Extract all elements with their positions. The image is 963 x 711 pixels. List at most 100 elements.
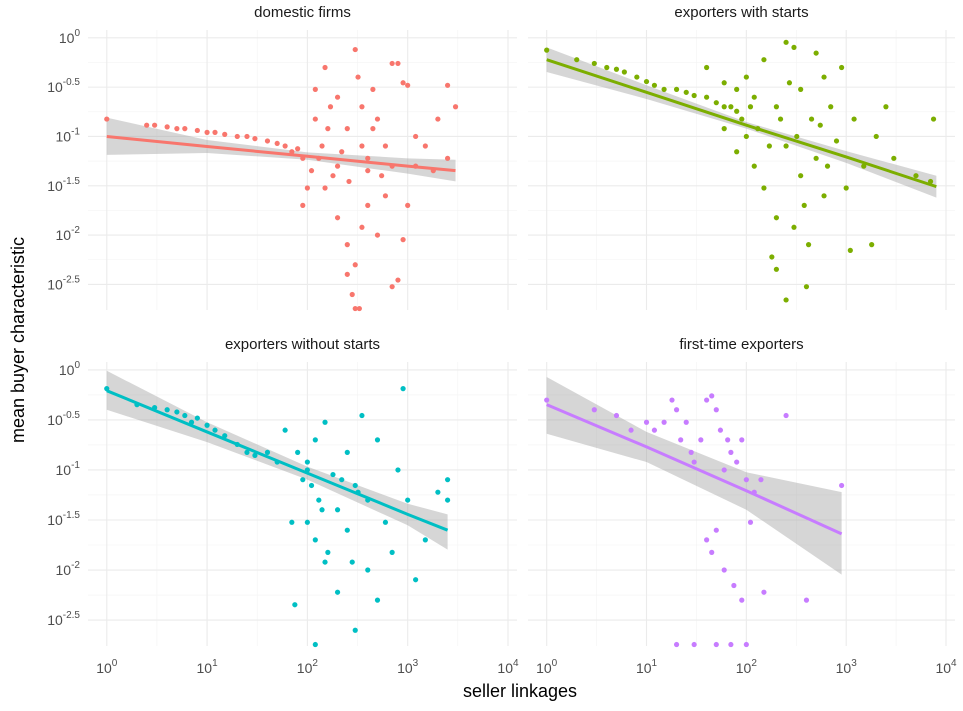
point <box>395 60 401 67</box>
x-tick-label-exponent: 0 <box>112 658 118 669</box>
point <box>743 641 749 648</box>
point <box>382 143 389 149</box>
point <box>769 254 775 260</box>
x-tick-label-base: 10 <box>196 660 212 676</box>
point <box>673 86 680 92</box>
point <box>734 459 740 465</box>
point <box>725 437 731 443</box>
x-tick-label: 101 <box>196 658 218 676</box>
x-tick-label: 101 <box>636 658 658 676</box>
point <box>222 433 228 439</box>
panel-title: exporters without starts <box>225 336 380 353</box>
y-tick-label: 100 <box>59 360 81 378</box>
point <box>389 549 395 556</box>
point <box>295 449 301 455</box>
y-tick-label-base: 10 <box>56 562 72 578</box>
point <box>691 459 697 465</box>
x-tick-label: 104 <box>497 658 519 676</box>
point <box>274 140 280 147</box>
point <box>728 104 734 110</box>
point <box>344 449 350 455</box>
x-tick-label: 104 <box>935 658 957 676</box>
point <box>839 64 845 71</box>
point <box>678 437 684 443</box>
point <box>891 155 897 161</box>
y-axis-title: mean buyer characteristic <box>8 237 28 443</box>
x-tick-label: 102 <box>736 658 758 676</box>
point <box>346 178 352 185</box>
point <box>801 202 807 208</box>
point <box>182 126 188 132</box>
point <box>355 74 361 80</box>
y-tick-label-exponent: -2 <box>71 560 80 571</box>
point <box>339 477 345 483</box>
y-tick-label-exponent: -2 <box>71 225 80 236</box>
y-tick-label: 10-2 <box>56 560 81 578</box>
point <box>651 427 658 433</box>
point <box>613 412 620 419</box>
point <box>352 262 358 268</box>
point <box>334 507 341 513</box>
point <box>352 482 358 489</box>
point <box>751 94 757 100</box>
point <box>334 215 341 221</box>
point <box>821 74 827 80</box>
point <box>634 74 640 80</box>
point <box>847 247 853 253</box>
y-tick-label: 10-1 <box>56 460 81 478</box>
point <box>312 537 318 543</box>
point <box>356 305 362 312</box>
point <box>728 641 734 648</box>
point <box>873 133 879 140</box>
point <box>389 60 395 67</box>
point <box>691 641 697 648</box>
point <box>322 64 328 71</box>
point <box>452 104 459 110</box>
point <box>751 163 757 169</box>
point <box>352 627 358 633</box>
point <box>861 163 867 169</box>
confidence-band <box>106 117 456 182</box>
confidence-band <box>546 376 842 575</box>
point <box>444 155 451 161</box>
x-tick-label-base: 10 <box>397 660 413 676</box>
point <box>747 519 754 525</box>
y-tick-label-exponent: -1 <box>71 460 80 471</box>
point <box>379 173 385 179</box>
point <box>643 419 650 425</box>
point <box>673 407 680 413</box>
x-tick-label: 100 <box>536 658 558 676</box>
point <box>308 482 315 489</box>
point <box>316 497 322 503</box>
point <box>843 185 849 191</box>
y-tick-label-base: 10 <box>59 30 75 46</box>
point <box>821 193 827 199</box>
point <box>798 86 804 92</box>
point <box>334 94 341 100</box>
point <box>704 537 710 543</box>
y-tick-label: 10-1.5 <box>47 510 80 528</box>
point <box>312 86 318 92</box>
point <box>304 519 310 525</box>
point <box>104 116 110 122</box>
point <box>413 133 419 140</box>
point <box>289 519 295 525</box>
point <box>152 122 158 128</box>
point <box>791 44 797 50</box>
point <box>728 449 734 455</box>
point <box>244 133 250 140</box>
x-tick-label-exponent: 4 <box>951 658 957 669</box>
x-tick-label: 100 <box>96 658 118 676</box>
y-tick-label-exponent: -0.5 <box>63 410 81 421</box>
point <box>698 437 704 443</box>
point <box>930 116 937 122</box>
x-tick-label-exponent: 0 <box>552 658 558 669</box>
point <box>282 143 288 149</box>
panel-title: domestic firms <box>254 4 351 21</box>
panel-title: exporters with starts <box>674 4 808 21</box>
point <box>405 202 411 208</box>
point <box>839 482 845 489</box>
point <box>621 69 627 75</box>
point <box>174 409 180 415</box>
point <box>651 82 658 88</box>
